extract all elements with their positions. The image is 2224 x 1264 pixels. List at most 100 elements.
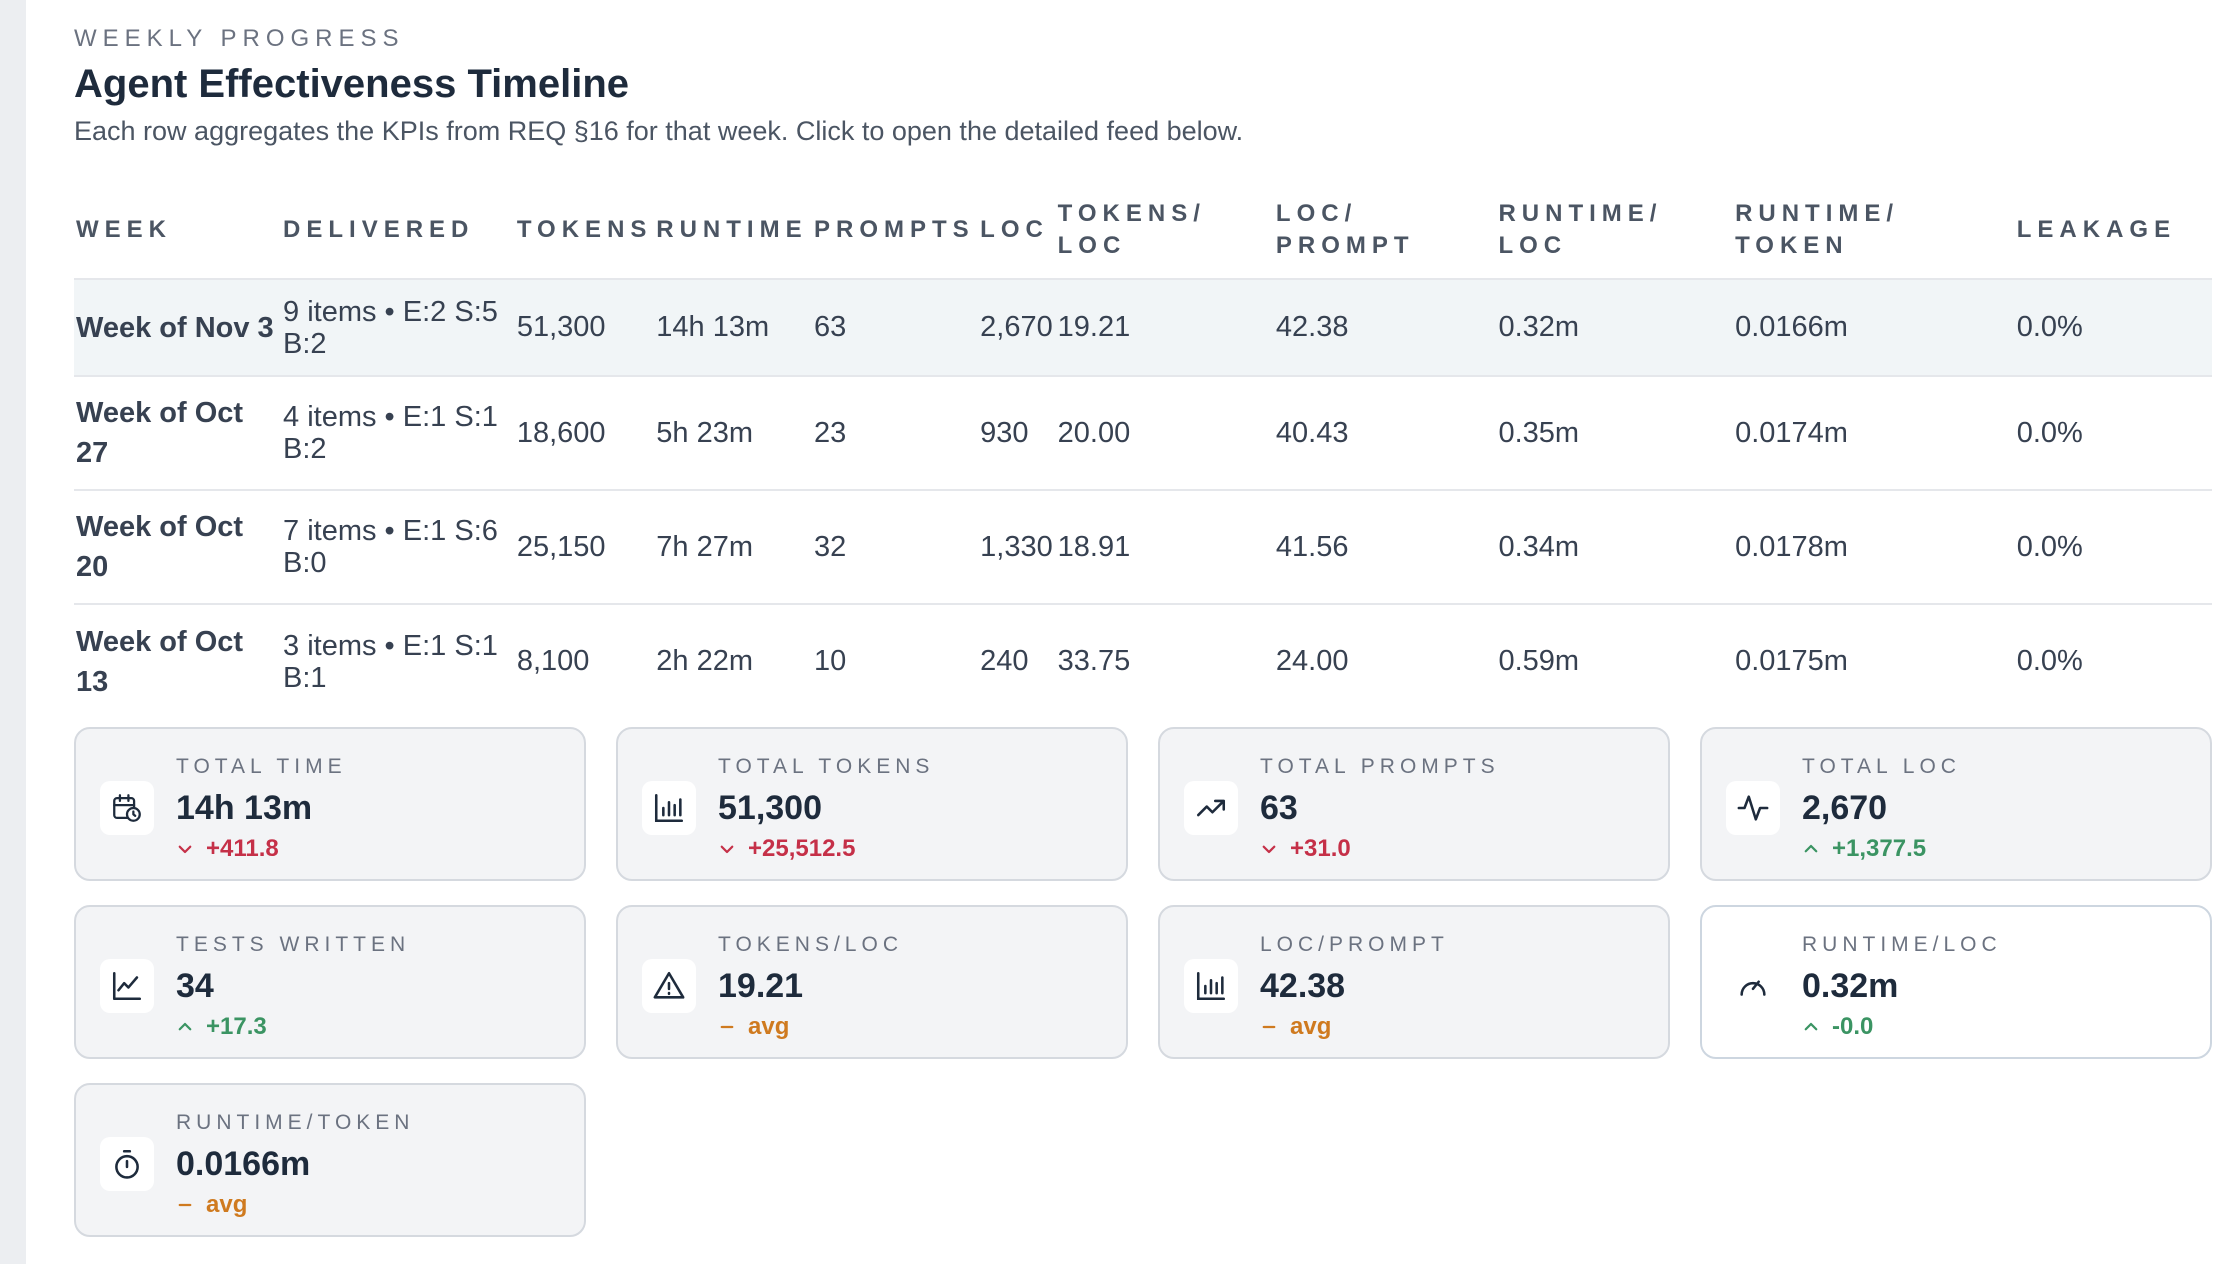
runtime-per-token-cell: 0.0174m [1733,375,2015,490]
delivered-cell: 3 items • E:1 S:1 B:1 [281,603,515,718]
dash-icon [178,1203,192,1207]
kpi-value: 42.38 [1260,967,1346,1005]
kpi-delta: +31.0 [1260,835,1351,863]
loc-per-prompt-cell: 42.38 [1273,278,1497,376]
table-row-week[interactable]: Week of Oct 20 7 items • E:1 S:6 B:0 25,… [74,489,2212,604]
tokens-cell: 51,300 [514,278,655,376]
kpi-label: RUNTIME/TOKEN [176,1111,415,1134]
runtime-per-token-cell: 0.0178m [1733,489,2015,604]
loc-per-prompt-cell: 41.56 [1273,489,1497,604]
kpi-delta-value: +411.8 [206,835,279,862]
page-subtitle: Each row aggregates the KPIs from REQ §1… [74,116,1244,146]
kpi-delta-value: +25,512.5 [748,835,856,862]
kpi-card-runtime-per-loc: RUNTIME/LOC 0.32m -0.0 [1700,905,2212,1059]
kpi-value: 51,300 [718,789,822,827]
loc-per-prompt-cell: 24.00 [1273,603,1497,718]
column-header: WEEK [76,216,172,243]
delivered-cell: 9 items • E:2 S:5 B:2 [281,278,515,376]
leakage-cell: 0.0% [2014,489,2212,604]
kpi-card-tests-written: TESTS WRITTEN 34 +17.3 [74,905,586,1059]
kpi-label: TOTAL LOC [1802,755,1961,778]
column-header: DELIVERED [283,216,475,243]
kpi-delta-value: +1,377.5 [1832,835,1927,862]
loc-per-prompt-cell: 40.43 [1273,375,1497,490]
kpi-card-runtime-per-token: RUNTIME/TOKEN 0.0166m avg [74,1083,586,1237]
runtime-per-loc-cell: 0.35m [1496,375,1734,490]
kpi-delta: +25,512.5 [718,835,855,863]
kpi-label: LOC/PROMPT [1260,933,1449,956]
bar-chart-icon [642,781,696,835]
warning-icon [642,959,696,1013]
kpi-label: TOTAL PROMPTS [1260,755,1500,778]
delivered-cell: 4 items • E:1 S:1 B:2 [281,375,515,490]
kpi-label: TESTS WRITTEN [176,933,411,956]
week-cell: Week of Oct 27 [74,375,282,490]
prompts-cell: 10 [811,603,979,718]
runtime-cell: 5h 23m [654,375,812,490]
table-row-week[interactable]: Week of Oct 27 4 items • E:1 S:1 B:2 18,… [74,375,2212,490]
kpi-delta-value: +31.0 [1290,835,1351,862]
timer-icon [100,1137,154,1191]
kpi-card-tokens-per-loc: TOKENS/LOC 19.21 avg [616,905,1128,1059]
kpi-value: 63 [1260,789,1298,827]
tokens-per-loc-cell: 33.75 [1055,603,1274,718]
chevron-up-icon [1804,844,1818,853]
kpi-delta: +17.3 [176,1013,267,1041]
week-cell: Week of Oct 20 [74,489,282,604]
calendar-clock-icon [100,781,154,835]
column-header: RUNTIME/ TOKEN [1735,200,1900,259]
kpi-card-total-prompts: TOTAL PROMPTS 63 +31.0 [1158,727,1670,881]
kpi-delta-value: +17.3 [206,1013,267,1040]
kpi-label: RUNTIME/LOC [1802,933,2002,956]
kpi-value: 19.21 [718,967,804,1005]
kpi-label: TOKENS/LOC [718,933,903,956]
column-header: LEAKAGE [2016,216,2177,243]
runtime-per-loc-cell: 0.34m [1496,489,1734,604]
column-header: PROMPTS [813,216,975,243]
column-header: TOKENS/ LOC [1057,200,1206,259]
prompts-cell: 63 [811,278,979,376]
kpi-value: 0.0166m [176,1145,311,1183]
runtime-per-loc-cell: 0.32m [1496,278,1734,376]
runtime-cell: 7h 27m [654,489,812,604]
weekly-kpi-table: WEEK DELIVERED TOKENS RUNTIME PROMPTS LO… [74,182,2212,718]
kpi-delta-value: -0.0 [1832,1013,1874,1040]
kpi-delta: avg [1260,1013,1331,1041]
column-header: LOC [980,216,1049,243]
table-header-row: WEEK DELIVERED TOKENS RUNTIME PROMPTS LO… [74,182,2212,279]
kpi-value: 34 [176,967,214,1005]
kpi-card-loc-per-prompt: LOC/PROMPT 42.38 avg [1158,905,1670,1059]
table-row-week[interactable]: Week of Oct 13 3 items • E:1 S:1 B:1 8,1… [74,603,2212,718]
weekly-progress-section: WEEKLY PROGRESS Agent Effectiveness Time… [74,24,2214,718]
kpi-delta-value: avg [1290,1013,1332,1040]
dash-icon [1262,1025,1276,1029]
left-sidebar-edge [0,0,26,1264]
kpi-delta-value: avg [206,1191,248,1218]
kpi-label: TOTAL TOKENS [718,755,935,778]
chevron-down-icon [1262,845,1276,854]
table-row-week[interactable]: Week of Nov 3 9 items • E:2 S:5 B:2 51,3… [74,278,2212,376]
kpi-delta-value: avg [748,1013,790,1040]
runtime-cell: 14h 13m [654,278,812,376]
chevron-down-icon [178,845,192,854]
runtime-per-token-cell: 0.0166m [1733,278,2015,376]
runtime-per-loc-cell: 0.59m [1496,603,1734,718]
gauge-icon [1726,959,1780,1013]
kpi-delta: avg [718,1013,789,1041]
leakage-cell: 0.0% [2014,375,2212,490]
kpi-card-total-time: TOTAL TIME 14h 13m +411.8 [74,727,586,881]
trending-up-icon [1184,781,1238,835]
prompts-cell: 32 [811,489,979,604]
chevron-up-icon [178,1022,192,1031]
tokens-cell: 25,150 [514,489,655,604]
loc-cell: 2,670 [978,278,1056,376]
prompts-cell: 23 [811,375,979,490]
tokens-per-loc-cell: 18.91 [1055,489,1274,604]
tokens-per-loc-cell: 19.21 [1055,278,1274,376]
chevron-up-icon [1804,1022,1818,1031]
delivered-cell: 7 items • E:1 S:6 B:0 [281,489,515,604]
bar-chart-icon [1184,959,1238,1013]
week-cell: Week of Oct 13 [74,603,282,718]
activity-icon [1726,781,1780,835]
chevron-down-icon [720,845,734,854]
